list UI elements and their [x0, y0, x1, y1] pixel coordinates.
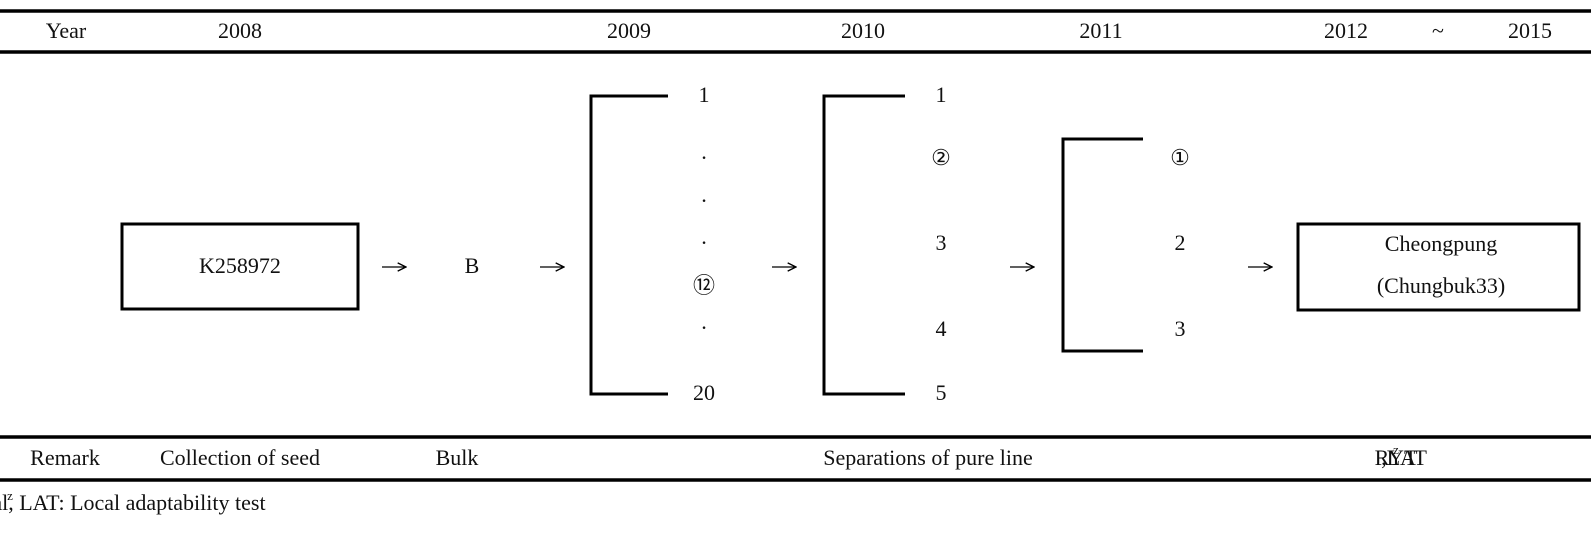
bracket-2009 [589, 94, 668, 396]
line-label: 3 [1175, 316, 1186, 341]
remark-cell: Separations of pure line [823, 445, 1033, 470]
header-cell: 2008 [218, 18, 262, 43]
line-label: ① [1170, 145, 1190, 170]
header-cell: 2011 [1079, 18, 1122, 43]
line-label: · [700, 188, 707, 213]
line-label: ⑫ [693, 273, 715, 298]
remark-cell: Collection of seed [160, 445, 320, 470]
bracket-2011 [1061, 137, 1143, 353]
layout [0, 9, 1591, 482]
line-label: ② [931, 145, 951, 170]
line-label: 4 [936, 316, 947, 341]
line-label: · [700, 230, 707, 255]
line-label: · [700, 145, 707, 170]
header-cell: 2015 [1508, 18, 1552, 43]
variety-name: Cheongpung [1385, 231, 1497, 256]
header-cell: ~ [1432, 18, 1444, 43]
variety-name: (Chungbuk33) [1377, 273, 1505, 298]
origin-box [120, 222, 360, 311]
remark-cell: ,LAT [1381, 445, 1427, 470]
line-label: 5 [936, 380, 947, 405]
header-cell: Year [46, 18, 87, 43]
footnote-sup: z [7, 488, 13, 503]
footnote: RYT: Replicated yield trial, LAT: Local … [0, 490, 266, 515]
line-label: 1 [936, 82, 947, 107]
line-label: · [700, 315, 707, 340]
line-label: 20 [693, 380, 715, 405]
remark-cell: Remark [30, 445, 100, 470]
node-label: K258972 [199, 253, 281, 278]
remark-cell: Bulk [436, 445, 479, 470]
header-cell: 2010 [841, 18, 885, 43]
header-cell: 2009 [607, 18, 651, 43]
remark-cell: RYT [1375, 445, 1418, 470]
node-label: B [465, 253, 480, 278]
header-cell: 2012 [1324, 18, 1368, 43]
line-label: 1 [699, 82, 710, 107]
final-box [1296, 222, 1581, 312]
remark-sup: z [1393, 442, 1399, 457]
line-label: 3 [936, 230, 947, 255]
line-label: 2 [1175, 230, 1186, 255]
bracket-2010 [822, 94, 905, 396]
